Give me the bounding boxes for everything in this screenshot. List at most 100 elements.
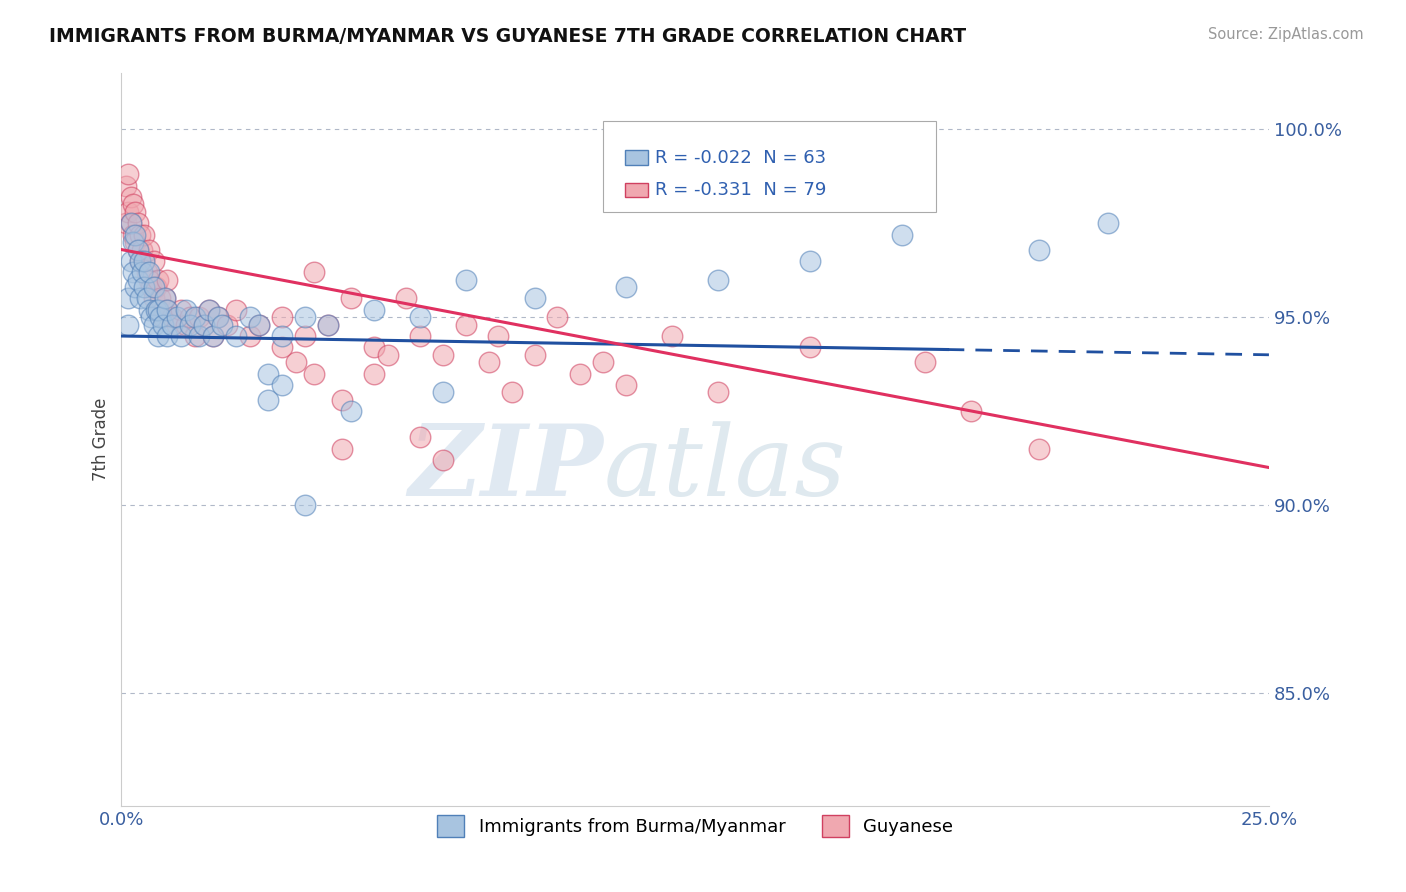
Point	[316, 318, 339, 332]
Point	[271, 310, 294, 325]
Point	[432, 385, 454, 400]
Point	[122, 235, 145, 249]
Point	[134, 253, 156, 268]
Point	[179, 318, 201, 332]
Point	[202, 329, 225, 343]
Point	[271, 340, 294, 354]
Point	[614, 280, 637, 294]
Point	[377, 348, 399, 362]
Point	[128, 292, 150, 306]
Point	[124, 227, 146, 242]
Point	[501, 385, 523, 400]
Point	[127, 243, 149, 257]
Point	[271, 329, 294, 343]
Point	[799, 340, 821, 354]
Point	[131, 265, 153, 279]
Point	[454, 318, 477, 332]
Point	[122, 265, 145, 279]
Point	[890, 227, 912, 242]
Point	[316, 318, 339, 332]
Point	[523, 348, 546, 362]
Point	[145, 302, 167, 317]
Point	[340, 292, 363, 306]
Point	[146, 273, 169, 287]
Point	[614, 377, 637, 392]
Point	[547, 310, 569, 325]
Point	[179, 310, 201, 325]
Point	[409, 430, 432, 444]
Point	[122, 227, 145, 242]
Point	[432, 453, 454, 467]
Point	[152, 310, 174, 325]
Point	[134, 227, 156, 242]
FancyBboxPatch shape	[603, 120, 936, 212]
Text: IMMIGRANTS FROM BURMA/MYANMAR VS GUYANESE 7TH GRADE CORRELATION CHART: IMMIGRANTS FROM BURMA/MYANMAR VS GUYANES…	[49, 27, 966, 45]
Point	[271, 377, 294, 392]
Point	[122, 197, 145, 211]
Point	[799, 253, 821, 268]
Point	[247, 318, 270, 332]
Point	[294, 310, 316, 325]
Text: Source: ZipAtlas.com: Source: ZipAtlas.com	[1208, 27, 1364, 42]
Point	[128, 253, 150, 268]
Point	[149, 292, 172, 306]
Point	[959, 404, 981, 418]
Point	[363, 302, 385, 317]
Point	[156, 302, 179, 317]
Point	[141, 280, 163, 294]
Point	[115, 178, 138, 193]
Point	[170, 302, 193, 317]
Point	[202, 329, 225, 343]
Point	[302, 367, 325, 381]
Point	[592, 355, 614, 369]
Point	[166, 310, 188, 325]
Point	[707, 385, 730, 400]
Point	[138, 243, 160, 257]
Point	[239, 329, 262, 343]
Point	[135, 265, 157, 279]
Point	[197, 302, 219, 317]
Point	[142, 253, 165, 268]
Point	[294, 498, 316, 512]
Point	[160, 318, 183, 332]
Point	[188, 310, 211, 325]
Point	[409, 310, 432, 325]
Point	[160, 310, 183, 325]
FancyBboxPatch shape	[626, 183, 648, 197]
Point	[523, 292, 546, 306]
Point	[207, 310, 229, 325]
Point	[124, 235, 146, 249]
Point	[215, 318, 238, 332]
Point	[152, 318, 174, 332]
Point	[395, 292, 418, 306]
Point	[432, 348, 454, 362]
Point	[156, 302, 179, 317]
Point	[409, 329, 432, 343]
Point	[174, 302, 197, 317]
Point	[128, 253, 150, 268]
Point	[239, 310, 262, 325]
Point	[146, 329, 169, 343]
Point	[127, 243, 149, 257]
Point	[117, 318, 139, 332]
Point	[156, 273, 179, 287]
Point	[124, 205, 146, 219]
Point	[120, 216, 142, 230]
Point	[193, 318, 215, 332]
Point	[120, 190, 142, 204]
Point	[184, 310, 207, 325]
Text: R = -0.331  N = 79: R = -0.331 N = 79	[655, 181, 827, 199]
Point	[294, 329, 316, 343]
Point	[146, 302, 169, 317]
Point	[166, 318, 188, 332]
Point	[257, 392, 280, 407]
Point	[1097, 216, 1119, 230]
Point	[302, 265, 325, 279]
Text: atlas: atlas	[603, 421, 846, 516]
Point	[117, 205, 139, 219]
Point	[124, 280, 146, 294]
Point	[225, 302, 247, 317]
Point	[454, 273, 477, 287]
Point	[363, 367, 385, 381]
Point	[340, 404, 363, 418]
